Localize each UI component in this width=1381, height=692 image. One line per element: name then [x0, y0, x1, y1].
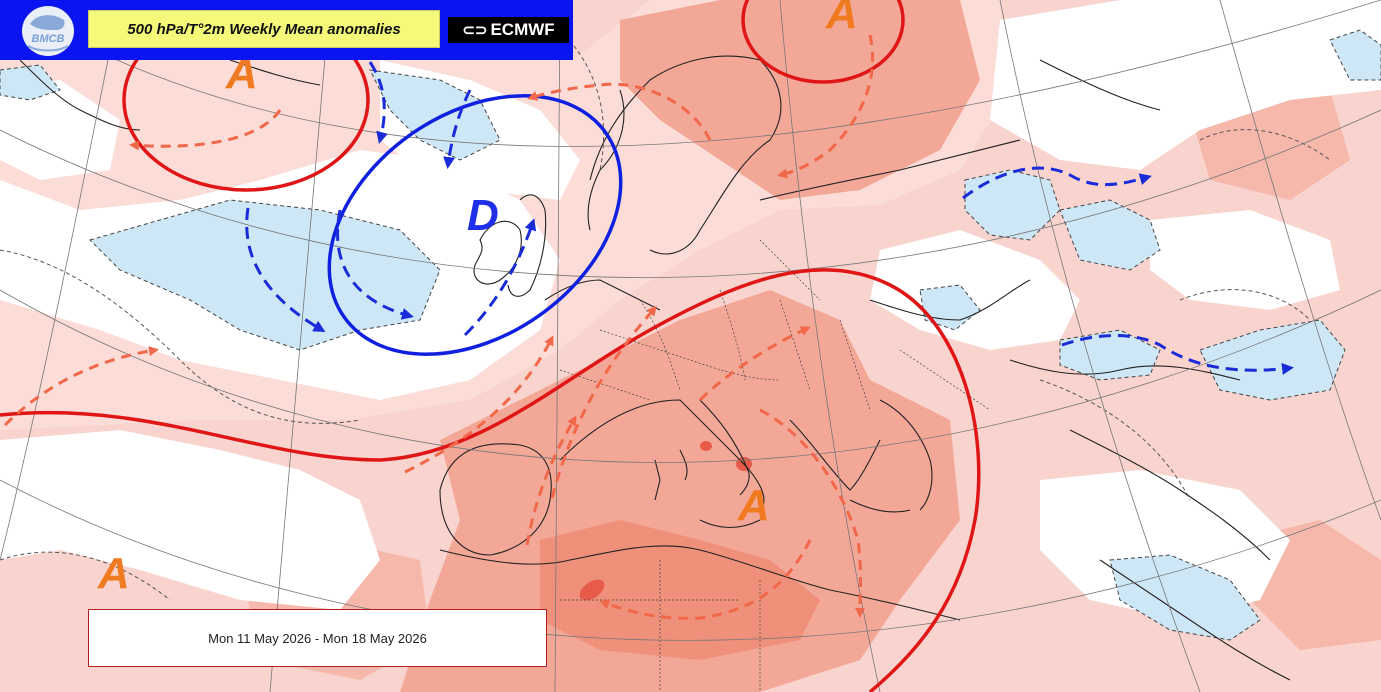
warm-flow-arrow — [525, 415, 577, 546]
warm-flow-arrow — [698, 326, 811, 402]
warm-flow-arrow — [404, 335, 554, 474]
ecmwf-logo: ⊂⊃ ECMWF — [448, 17, 569, 43]
cold-flow-arrow — [336, 209, 414, 320]
cold-flow-arrow — [463, 218, 537, 337]
title-box: 500 hPa/T°2m Weekly Mean anomalies — [88, 10, 440, 48]
page-title: 500 hPa/T°2m Weekly Mean anomalies — [127, 20, 401, 38]
warm-flow-arrow — [527, 82, 712, 141]
borders — [559, 239, 991, 692]
cold-flow-arrows — [245, 61, 1294, 375]
cold-flow-arrow — [368, 61, 388, 144]
anticyclone-outline-barents — [741, 0, 905, 84]
cold-anomaly-fields — [0, 29, 1381, 641]
header-bar: BMCB 500 hPa/T°2m Weekly Mean anomalies … — [0, 0, 573, 60]
anticyclone-label-barents: A — [826, 0, 858, 38]
system-outlines — [0, 0, 981, 692]
depression-outline-british-isles — [327, 94, 623, 356]
anomaly-contours — [0, 29, 1331, 601]
ecmwf-logo-icon: ⊂⊃ — [462, 22, 488, 39]
warm-flow-arrow — [759, 408, 866, 618]
anticyclone-label-mediterranean: A — [738, 481, 770, 530]
date-range-box: Mon 11 May 2026 - Mon 18 May 2026 — [88, 609, 547, 667]
warm-flow-arrow — [550, 305, 657, 499]
warm-flow-arrows — [3, 34, 875, 620]
cold-flow-arrow — [443, 89, 472, 169]
logo-text: BMCB — [31, 33, 65, 45]
date-range: Mon 11 May 2026 - Mon 18 May 2026 — [208, 630, 427, 646]
bmcb-logo: BMCB — [22, 6, 74, 56]
cold-flow-arrow — [962, 166, 1152, 200]
depression-label-british-isles: D — [467, 191, 499, 240]
warm-flow-arrow — [599, 539, 812, 620]
cold-flow-arrow — [1061, 334, 1294, 375]
brand-text: ECMWF — [490, 20, 555, 39]
neutral-anomaly-fields — [0, 0, 1381, 620]
anticyclone-label-atlantic: A — [98, 549, 130, 598]
anticyclone-outline-mediterranean — [0, 268, 981, 692]
globe-icon — [27, 15, 69, 52]
warm-flow-arrow — [3, 346, 159, 427]
coastlines — [19, 55, 1291, 681]
